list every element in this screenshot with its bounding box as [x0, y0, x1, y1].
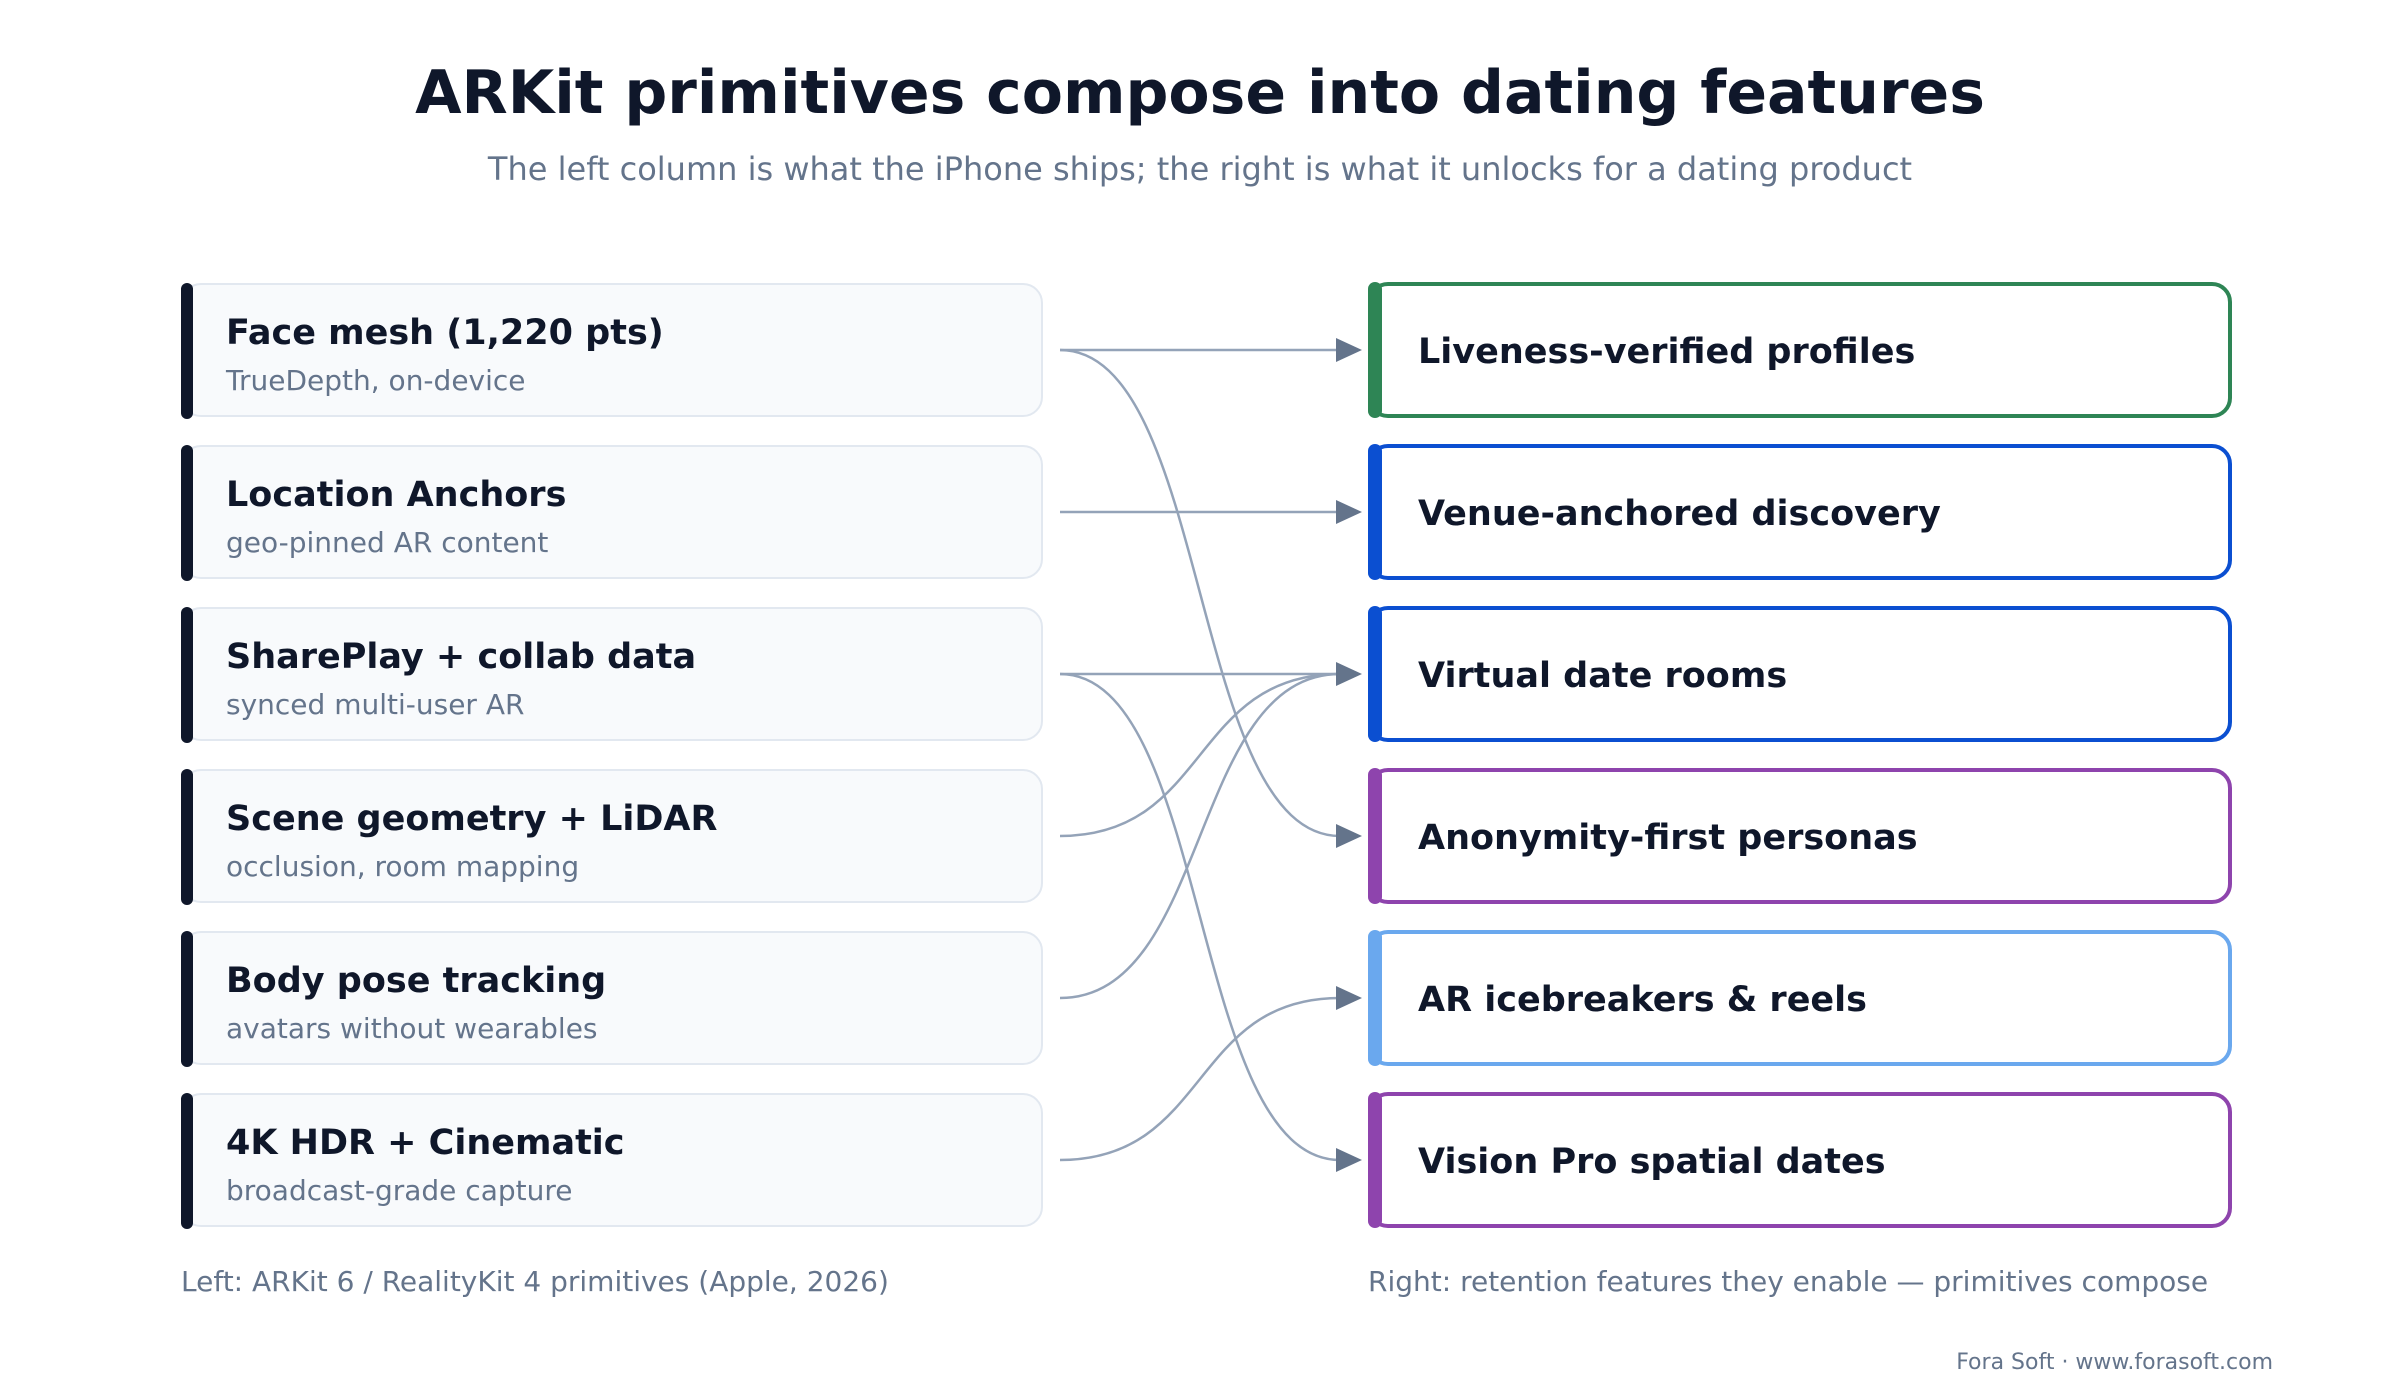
- arrowhead-icon: [1336, 1148, 1362, 1172]
- feature-accent-bar: [1368, 930, 1382, 1066]
- primitive-description: synced multi-user AR: [226, 688, 525, 721]
- arrowhead-icon: [1336, 338, 1362, 362]
- feature-name: Anonymity-first personas: [1418, 818, 1918, 858]
- feature-name: Virtual date rooms: [1418, 656, 1788, 696]
- primitive-accent-bar: [181, 1093, 193, 1229]
- connector-line: [1059, 672, 1341, 838]
- primitive-accent-bar: [181, 445, 193, 581]
- primitive-box-location-anchors: Location Anchors geo-pinned AR content: [181, 445, 1043, 581]
- primitive-box-4k-hdr: 4K HDR + Cinematic broadcast-grade captu…: [181, 1093, 1043, 1229]
- feature-accent-bar: [1368, 444, 1382, 580]
- feature-accent-bar: [1368, 606, 1382, 742]
- primitive-accent-bar: [181, 283, 193, 419]
- feature-box-vision-pro: Vision Pro spatial dates: [1368, 1092, 2232, 1228]
- primitive-name: SharePlay + collab data: [226, 637, 697, 677]
- primitive-accent-bar: [181, 931, 193, 1067]
- primitive-description: TrueDepth, on-device: [226, 364, 526, 397]
- feature-name: Vision Pro spatial dates: [1418, 1142, 1886, 1182]
- page-subtitle: The left column is what the iPhone ships…: [487, 150, 1913, 188]
- feature-box-virtual-rooms: Virtual date rooms: [1368, 606, 2232, 742]
- primitive-description: avatars without wearables: [226, 1012, 598, 1045]
- connector-line: [1059, 672, 1341, 1000]
- primitive-description: occlusion, room mapping: [226, 850, 580, 883]
- page-title: ARKit primitives compose into dating fea…: [415, 58, 1985, 128]
- feature-box-anonymity: Anonymity-first personas: [1368, 768, 2232, 904]
- primitive-name: Location Anchors: [226, 475, 567, 515]
- primitive-name: Scene geometry + LiDAR: [226, 799, 718, 839]
- feature-box-venue: Venue-anchored discovery: [1368, 444, 2232, 580]
- feature-accent-bar: [1368, 282, 1382, 418]
- primitive-box-scene-geometry: Scene geometry + LiDAR occlusion, room m…: [181, 769, 1043, 905]
- feature-box-liveness: Liveness-verified profiles: [1368, 282, 2232, 418]
- feature-name: AR icebreakers & reels: [1418, 980, 1868, 1020]
- feature-accent-bar: [1368, 1092, 1382, 1228]
- feature-accent-bar: [1368, 768, 1382, 904]
- primitive-box-body-pose: Body pose tracking avatars without weara…: [181, 931, 1043, 1067]
- footer-left-note: Left: ARKit 6 / RealityKit 4 primitives …: [181, 1265, 889, 1298]
- credit-text: Fora Soft · www.forasoft.com: [1956, 1350, 2273, 1375]
- primitive-name: Body pose tracking: [226, 961, 607, 1001]
- arrowhead-icon: [1336, 986, 1362, 1010]
- connector-line: [1059, 348, 1341, 838]
- primitive-accent-bar: [181, 607, 193, 743]
- feature-name: Venue-anchored discovery: [1418, 494, 1941, 534]
- primitive-description: broadcast-grade capture: [226, 1174, 573, 1207]
- arrowhead-icon: [1336, 824, 1362, 848]
- arrowhead-icon: [1336, 662, 1362, 686]
- footer-right-note: Right: retention features they enable — …: [1368, 1265, 2209, 1298]
- primitive-box-shareplay: SharePlay + collab data synced multi-use…: [181, 607, 1043, 743]
- primitive-box-face-mesh: Face mesh (1,220 pts) TrueDepth, on-devi…: [181, 283, 1043, 419]
- primitive-description: geo-pinned AR content: [226, 526, 549, 559]
- primitive-accent-bar: [181, 769, 193, 905]
- primitive-name: 4K HDR + Cinematic: [226, 1123, 625, 1163]
- arrowhead-icon: [1336, 500, 1362, 524]
- feature-name: Liveness-verified profiles: [1418, 332, 1916, 372]
- feature-box-icebreakers: AR icebreakers & reels: [1368, 930, 2232, 1066]
- connector-line: [1059, 996, 1341, 1162]
- connector-line: [1059, 672, 1341, 1162]
- primitive-name: Face mesh (1,220 pts): [226, 313, 664, 353]
